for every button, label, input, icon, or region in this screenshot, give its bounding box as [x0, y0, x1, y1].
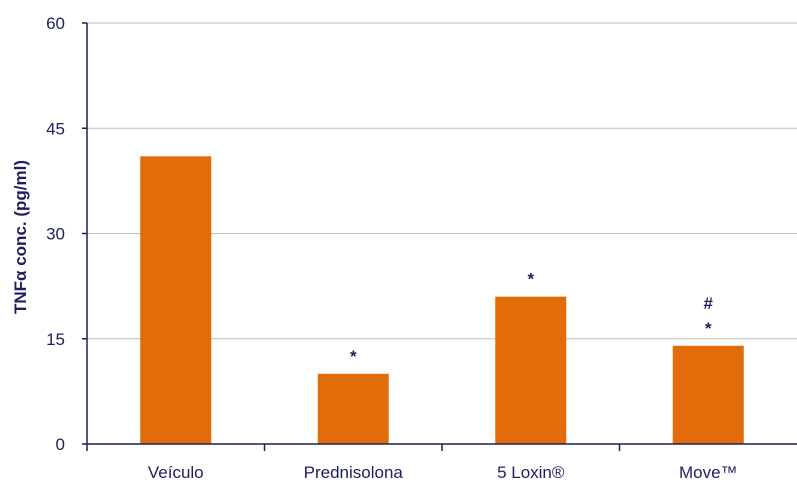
- bar: [672, 345, 744, 444]
- bar: [317, 373, 389, 444]
- y-tick-label: 30: [46, 225, 65, 244]
- x-tick-label: Prednisolona: [304, 463, 404, 482]
- annotation-mark: *: [350, 347, 357, 366]
- annotation-mark: *: [705, 319, 712, 338]
- bars: [140, 156, 744, 445]
- y-tick-label: 60: [46, 14, 65, 33]
- bar: [495, 296, 567, 444]
- annotation-mark: #: [704, 294, 714, 313]
- y-axis-title: TNFα conc. (pg/ml): [11, 160, 30, 314]
- bar: [140, 156, 212, 445]
- annotations: * * * #: [350, 270, 714, 366]
- x-axis: Veículo Prednisolona 5 Loxin® Move™: [86, 443, 797, 482]
- x-tick-label: 5 Loxin®: [497, 463, 565, 482]
- x-tick-label: Veículo: [148, 463, 204, 482]
- y-tick-label: 0: [56, 435, 65, 454]
- x-tick-label: Move™: [679, 463, 738, 482]
- y-tick-label: 15: [46, 330, 65, 349]
- y-axis: 0 15 30 45 60: [46, 14, 88, 454]
- annotation-mark: *: [527, 270, 534, 289]
- y-tick-label: 45: [46, 119, 65, 138]
